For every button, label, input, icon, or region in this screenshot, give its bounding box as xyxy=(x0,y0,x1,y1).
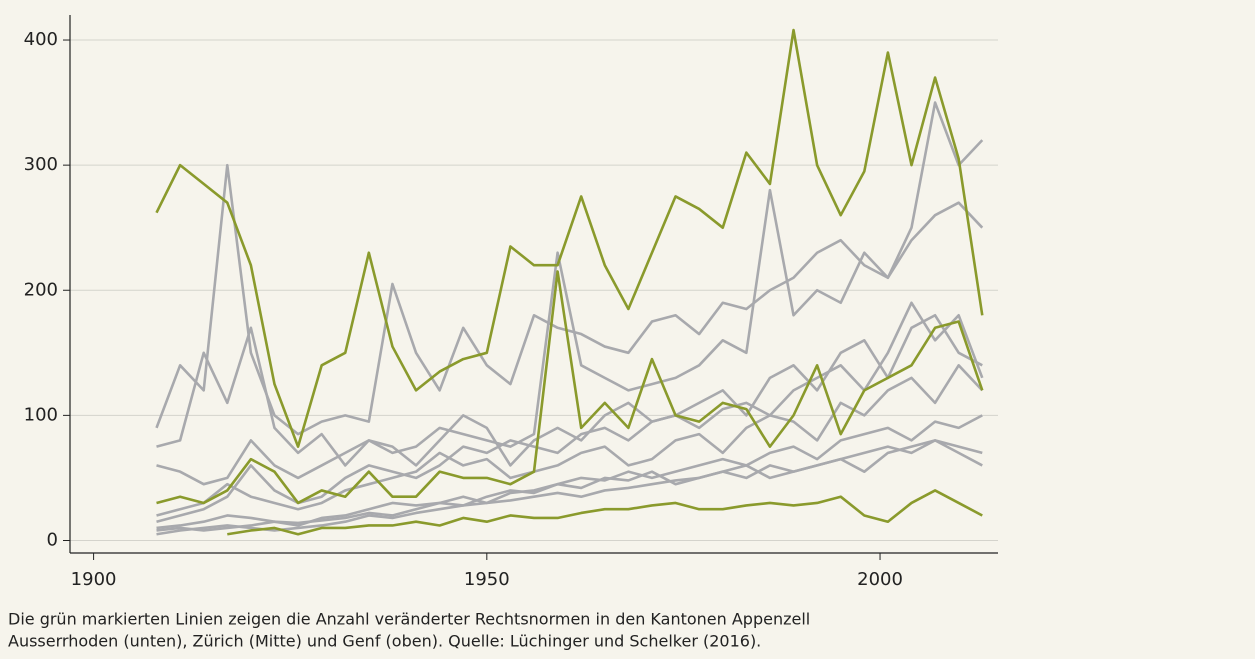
series-line xyxy=(155,28,984,448)
y-tick-label: 0 xyxy=(47,529,58,550)
series-line xyxy=(156,364,984,517)
series-line xyxy=(155,163,984,436)
series-line xyxy=(227,489,983,536)
y-tick-label: 100 xyxy=(24,404,58,425)
caption: Ausserrhoden (unten), Zürich (Mitte) und… xyxy=(8,632,761,651)
series-line xyxy=(156,101,984,467)
series-line xyxy=(156,301,984,523)
x-tick-label: 1900 xyxy=(71,569,117,590)
series-line xyxy=(156,439,983,532)
y-tick-label: 300 xyxy=(24,154,58,175)
series-line xyxy=(156,313,983,486)
x-tick-label: 2000 xyxy=(857,569,903,590)
x-tick-label: 1950 xyxy=(464,569,510,590)
y-tick-label: 400 xyxy=(24,29,58,50)
plot-area: 0 100 200 300 400 1900 1950 2000 xyxy=(24,28,998,590)
series-line xyxy=(156,270,984,505)
y-tick-label: 200 xyxy=(24,279,58,300)
series-line xyxy=(156,414,983,530)
caption: Die grün markierten Linien zeigen die An… xyxy=(8,610,810,629)
series-line xyxy=(156,439,983,536)
